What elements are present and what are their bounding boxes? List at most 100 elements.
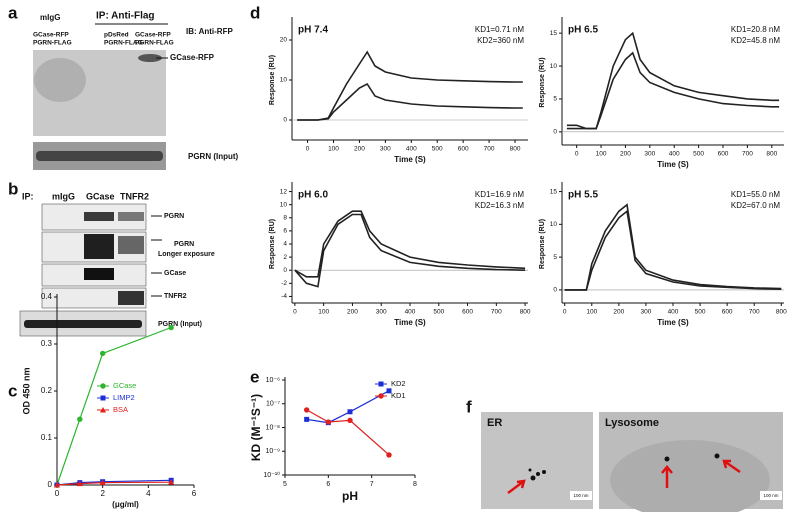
legend-label: KD2 bbox=[391, 379, 406, 388]
image-label: ER bbox=[487, 417, 502, 429]
x-tick-label: 500 bbox=[693, 151, 704, 158]
x-tick-label: 600 bbox=[722, 309, 733, 316]
x-tick-label: 800 bbox=[520, 309, 531, 316]
lane-label: GCase-RFP bbox=[33, 32, 69, 39]
panel-label: e bbox=[250, 367, 259, 386]
data-point bbox=[386, 388, 392, 394]
blot-band bbox=[118, 212, 144, 221]
y-tick-label: 0.4 bbox=[41, 292, 53, 301]
x-tick-label: 200 bbox=[620, 151, 631, 158]
series-line bbox=[306, 409, 390, 456]
x-tick-label: 5 bbox=[283, 481, 287, 488]
series-line bbox=[564, 203, 782, 291]
y-tick-label: 0.1 bbox=[41, 433, 53, 442]
x-tick-label: 2 bbox=[100, 489, 105, 498]
x-tick-label: 200 bbox=[347, 309, 358, 316]
gold-particle bbox=[542, 470, 546, 474]
legend-label: KD1 bbox=[391, 391, 406, 400]
series-line bbox=[566, 31, 780, 130]
strip-label: PGRN bbox=[164, 213, 184, 220]
x-tick-label: 0 bbox=[575, 151, 579, 158]
micrograph-shade bbox=[610, 440, 770, 512]
annotation: KD2=67.0 nM bbox=[731, 201, 780, 210]
strip-label: PGRN bbox=[174, 241, 194, 248]
annotation: KD2=45.8 nM bbox=[731, 36, 780, 45]
x-tick-label: 700 bbox=[742, 151, 753, 158]
data-point bbox=[99, 479, 106, 486]
y-tick-label: 15 bbox=[550, 30, 558, 37]
panel-label: f bbox=[466, 397, 472, 416]
blot-band bbox=[84, 212, 114, 221]
y-tick-label: 0 bbox=[283, 267, 287, 274]
x-tick-label: 4 bbox=[146, 489, 151, 498]
lane-label: mIgG bbox=[52, 191, 75, 201]
x-tick-label: 7 bbox=[370, 481, 374, 488]
x-tick-label: 6 bbox=[192, 489, 197, 498]
annotation: KD1=55.0 nM bbox=[731, 190, 780, 199]
chart-title: pH 5.5 bbox=[568, 190, 598, 201]
blot-band bbox=[84, 268, 114, 280]
y-axis-label: Response (RU) bbox=[269, 219, 276, 269]
blot-band bbox=[24, 320, 142, 328]
annotation: KD1=16.9 nM bbox=[475, 190, 524, 199]
scale-label: 100 nm bbox=[573, 493, 588, 498]
gold-particle bbox=[664, 456, 670, 462]
gold-particle bbox=[536, 472, 540, 476]
x-tick-label: 8 bbox=[413, 481, 417, 488]
strip-label: PGRN (Input) bbox=[158, 321, 202, 328]
y-tick-label: 20 bbox=[280, 37, 288, 44]
data-point bbox=[168, 324, 174, 331]
data-point bbox=[99, 350, 106, 357]
arrow bbox=[507, 479, 526, 494]
data-point bbox=[100, 395, 106, 401]
y-tick-label: 10⁻⁹ bbox=[266, 448, 280, 455]
lane-label: PGRN-FLAG bbox=[104, 40, 143, 47]
series-line bbox=[56, 481, 172, 486]
x-axis-label: Time (S) bbox=[394, 155, 426, 164]
data-point bbox=[100, 383, 106, 389]
series-line bbox=[564, 209, 782, 291]
data-point bbox=[304, 416, 310, 422]
panel-label: b bbox=[8, 179, 18, 198]
y-tick-label: -4 bbox=[281, 293, 287, 300]
x-axis-label: Time (S) bbox=[657, 318, 689, 327]
data-point bbox=[77, 416, 83, 422]
series-line bbox=[294, 210, 526, 278]
y-tick-label: 10 bbox=[550, 221, 558, 228]
strip-label: TNFR2 bbox=[164, 293, 187, 300]
y-tick-label: 10 bbox=[280, 201, 288, 208]
band-label: PGRN (Input) bbox=[188, 152, 239, 161]
y-axis-label: KD (M⁻¹S⁻¹) bbox=[249, 394, 263, 461]
x-axis-label: pH bbox=[342, 489, 358, 503]
data-point bbox=[303, 407, 310, 413]
y-tick-label: 15 bbox=[550, 188, 558, 195]
x-tick-label: 300 bbox=[380, 146, 391, 153]
image-label: Lysosome bbox=[605, 417, 659, 429]
y-tick-label: 10⁻⁸ bbox=[266, 424, 280, 431]
blot-band bbox=[118, 291, 144, 305]
series-line bbox=[306, 390, 390, 424]
lane-label: PGRN-FLAG bbox=[33, 40, 72, 47]
y-tick-label: -2 bbox=[281, 280, 287, 287]
gold-particle bbox=[714, 453, 720, 459]
data-point bbox=[378, 381, 384, 387]
x-tick-label: 800 bbox=[510, 146, 521, 153]
x-tick-label: 700 bbox=[749, 309, 760, 316]
lane-label: TNFR2 bbox=[120, 191, 149, 201]
x-tick-label: 0 bbox=[306, 146, 310, 153]
y-tick-label: 10⁻⁶ bbox=[266, 377, 280, 384]
x-tick-label: 0 bbox=[293, 309, 297, 316]
annotation: KD2=16.3 nM bbox=[475, 201, 524, 210]
chart-title: pH 6.5 bbox=[568, 25, 598, 36]
x-tick-label: 0 bbox=[563, 309, 567, 316]
scale-bar bbox=[760, 491, 782, 500]
x-tick-label: 500 bbox=[695, 309, 706, 316]
data-point bbox=[76, 480, 83, 487]
data-point bbox=[325, 419, 332, 425]
strip-label: Longer exposure bbox=[158, 251, 215, 258]
x-tick-label: 300 bbox=[640, 309, 651, 316]
blot-header: IP: bbox=[22, 191, 34, 201]
blot-band bbox=[118, 236, 144, 254]
y-tick-label: 0 bbox=[553, 129, 557, 136]
series-line bbox=[297, 50, 523, 121]
